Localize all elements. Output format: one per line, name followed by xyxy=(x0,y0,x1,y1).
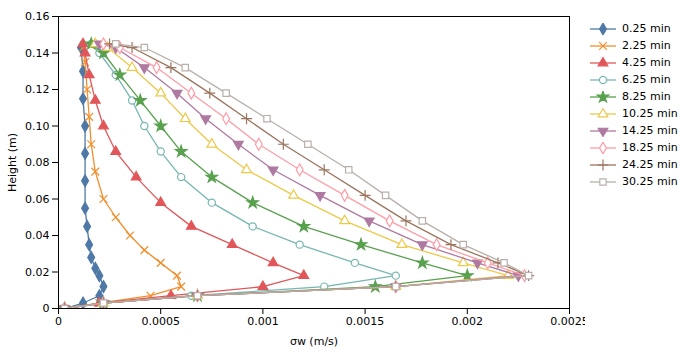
html-text:30.25 min: 30.25 min xyxy=(622,175,678,188)
svg-text:0: 0 xyxy=(43,302,50,315)
svg-text:0.001: 0.001 xyxy=(247,315,279,328)
html-text:18.25 min: 18.25 min xyxy=(622,141,678,154)
html-text:6.25 min: 6.25 min xyxy=(622,73,671,86)
svg-text:0.08: 0.08 xyxy=(25,156,50,169)
html-text:24.25 min: 24.25 min xyxy=(622,158,678,171)
svg-text:0.02: 0.02 xyxy=(25,266,50,279)
svg-text:0.04: 0.04 xyxy=(25,229,50,242)
svg-text:0.14: 0.14 xyxy=(25,47,50,60)
html-text:2.25 min: 2.25 min xyxy=(622,39,671,52)
html-text:10.25 min: 10.25 min xyxy=(622,107,678,120)
html-text:4.25 min: 4.25 min xyxy=(622,56,671,69)
svg-text:0.0025: 0.0025 xyxy=(550,315,585,328)
svg-text:0.12: 0.12 xyxy=(25,83,50,96)
html-text:14.25 min: 14.25 min xyxy=(622,124,678,137)
svg-text:0.10: 0.10 xyxy=(25,120,50,133)
svg-text:σw (m/s): σw (m/s) xyxy=(290,335,338,348)
svg-text:0.06: 0.06 xyxy=(25,193,50,206)
html-text:8.25 min: 8.25 min xyxy=(622,90,671,103)
svg-text:Height (m): Height (m) xyxy=(6,133,19,192)
html-text:0.25 min: 0.25 min xyxy=(622,22,671,35)
svg-text:0.002: 0.002 xyxy=(452,315,484,328)
svg-text:0: 0 xyxy=(55,315,62,328)
svg-text:0.0015: 0.0015 xyxy=(346,315,385,328)
svg-text:0.0005: 0.0005 xyxy=(141,315,180,328)
svg-text:0.16: 0.16 xyxy=(25,10,50,23)
